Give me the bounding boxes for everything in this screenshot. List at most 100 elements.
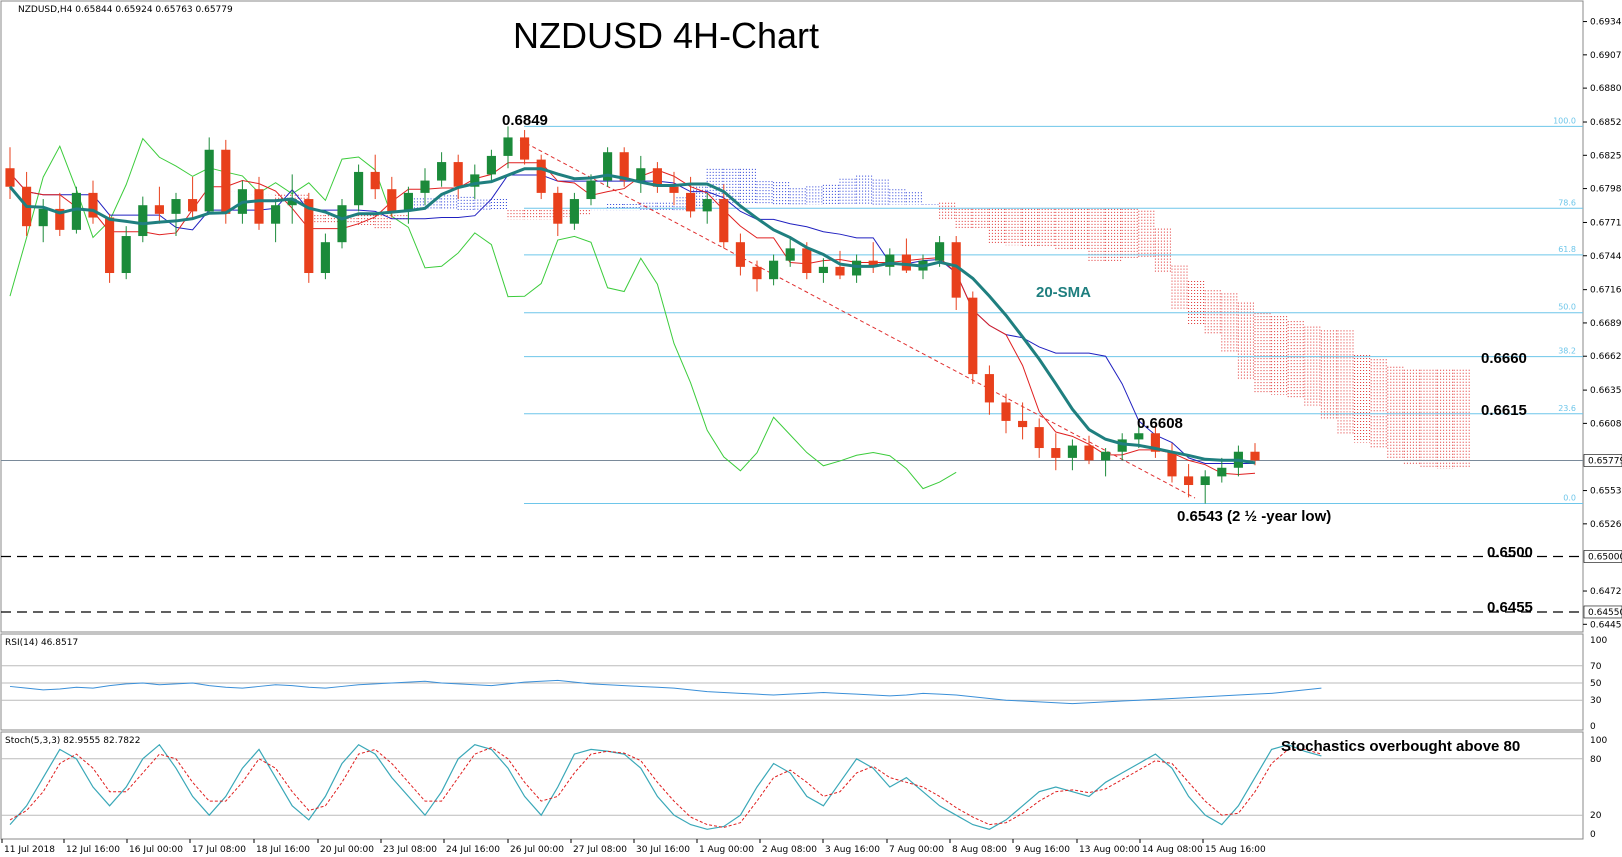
candle-body	[1051, 448, 1061, 458]
rsi-tick-label: 0	[1590, 722, 1596, 732]
time-tick-label: 14 Aug 08:00	[1142, 845, 1203, 855]
level-0645-axis-label: 0.64550	[1588, 608, 1622, 618]
stoch-note: Stochastics overbought above 80	[1281, 738, 1520, 755]
candle-body	[586, 180, 596, 200]
candle-body	[968, 297, 978, 375]
rsi-axis: 100 70 50 30 0	[1590, 636, 1607, 732]
candle-body	[503, 137, 513, 156]
stoch-panel	[0, 731, 1584, 840]
candle-body	[337, 205, 347, 243]
candle-body	[619, 152, 629, 181]
candle-body	[818, 266, 828, 274]
fib-level-label: 38.2	[1558, 347, 1576, 356]
candle-body	[1184, 476, 1194, 486]
candle-body	[752, 266, 762, 280]
time-tick-label: 9 Aug 16:00	[1015, 845, 1070, 855]
candle-body	[553, 192, 563, 224]
price-tick-label: 0.67165	[1590, 286, 1622, 296]
candle-body	[38, 208, 48, 227]
time-tick-label: 18 Jul 16:00	[256, 845, 310, 855]
rsi-label: RSI(14) 46.8517	[5, 638, 78, 648]
candle-body	[1250, 451, 1260, 461]
candle-body	[403, 192, 413, 212]
time-tick-label: 15 Aug 16:00	[1205, 845, 1266, 855]
chart-title: NZDUSD 4H-Chart	[513, 15, 819, 56]
swing-0608-label: 0.6608	[1137, 415, 1183, 432]
candle-body	[55, 208, 65, 230]
rsi-levels	[1, 665, 1583, 701]
time-tick-label: 1 Aug 00:00	[699, 845, 754, 855]
candle-body	[71, 192, 81, 230]
level-0650-axis-label-box	[1583, 550, 1622, 563]
candle-body	[686, 192, 696, 212]
tenkan-sen-line	[9, 162, 1256, 476]
candle-body	[569, 199, 579, 224]
candle-body	[669, 186, 679, 193]
candle-body	[5, 168, 15, 187]
fib-level-label: 78.6	[1558, 198, 1576, 207]
support-lines	[1, 555, 1583, 613]
candle-body	[835, 266, 845, 276]
stoch-main-line	[9, 743, 1322, 830]
candle-body	[885, 254, 895, 267]
candle-body	[204, 149, 214, 212]
candle-body	[254, 189, 264, 224]
time-tick-label: 8 Aug 08:00	[952, 845, 1007, 855]
stoch-tick-label: 0	[1590, 830, 1596, 840]
candle-body	[1200, 476, 1210, 486]
candle-body	[121, 236, 131, 274]
time-tick-label: 2 Aug 08:00	[762, 845, 817, 855]
candle-body	[138, 205, 148, 237]
fib-level-label: 50.0	[1558, 303, 1576, 312]
candle-body	[154, 205, 164, 214]
rsi-tick-label: 50	[1590, 679, 1602, 689]
time-tick-label: 24 Jul 16:00	[446, 845, 500, 855]
candle-body	[437, 162, 447, 181]
candle-body	[901, 254, 911, 271]
time-tick-label: 20 Jul 00:00	[320, 845, 374, 855]
sma-label: 20-SMA	[1036, 284, 1091, 301]
rsi-tick-label: 30	[1590, 696, 1602, 706]
time-tick-label: 12 Jul 16:00	[66, 845, 120, 855]
stoch-axis: 100 80 20 0	[1590, 736, 1607, 840]
high-label: 0.6849	[502, 112, 548, 129]
candle-body	[188, 199, 198, 212]
candle-body	[520, 137, 530, 160]
price-tick-label: 0.67985	[1590, 185, 1622, 195]
candle-body	[868, 260, 878, 267]
fib-level-label: 0.0	[1563, 494, 1576, 503]
price-tick-label: 0.65535	[1590, 487, 1622, 497]
sma20-line	[8, 167, 1256, 465]
candle-body	[354, 171, 364, 206]
fib-level-label: 100.0	[1553, 116, 1576, 125]
candle-body	[320, 242, 330, 274]
chikou-span-line	[9, 137, 957, 490]
time-tick-label: 16 Jul 00:00	[129, 845, 183, 855]
level-0645-axis-label-box	[1583, 605, 1622, 619]
candle-body	[984, 374, 994, 403]
stoch-label: Stoch(5,3,3) 82.9555 82.7822	[5, 736, 140, 746]
stoch-tick-label: 80	[1590, 755, 1602, 765]
candle-body	[735, 242, 745, 267]
candle-body	[603, 152, 613, 181]
ichimoku-cloud	[275, 168, 1470, 469]
candle-body	[304, 199, 314, 274]
time-tick-label: 27 Jul 08:00	[573, 845, 627, 855]
candle-body	[935, 242, 945, 261]
candle-body	[1150, 433, 1160, 452]
level-0660-label: 0.6660	[1481, 350, 1527, 367]
candle-body	[1084, 445, 1094, 461]
candle-body	[1034, 427, 1044, 449]
candle-body	[420, 180, 430, 193]
candle-body	[1167, 451, 1177, 477]
low-label: 0.6543 (2 ½ -year low)	[1177, 508, 1331, 525]
time-tick-label: 23 Jul 08:00	[383, 845, 437, 855]
